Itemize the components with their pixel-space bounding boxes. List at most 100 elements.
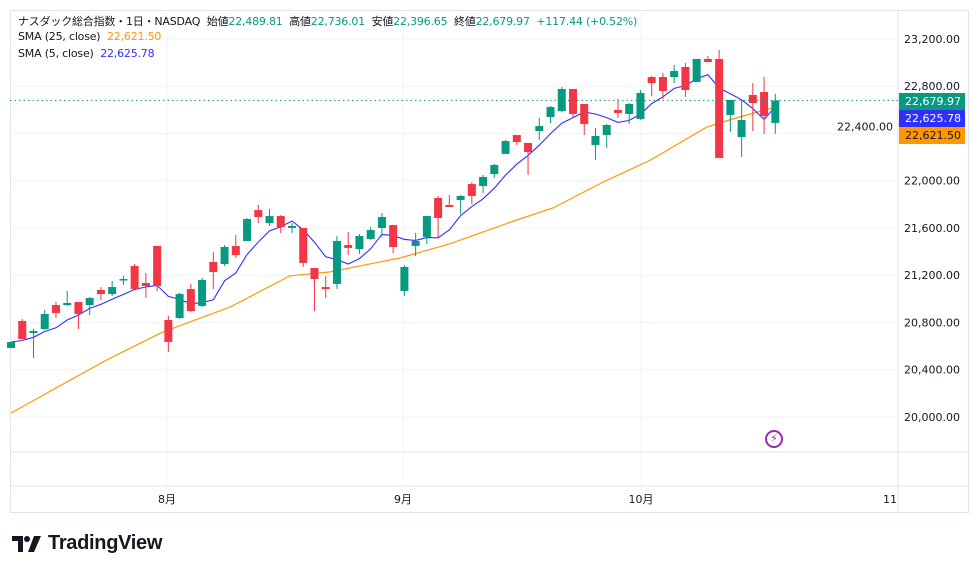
candle-body [108, 287, 117, 295]
candle [243, 218, 252, 241]
sma5-name: SMA (5, close) [18, 47, 94, 60]
candle [96, 287, 105, 301]
candle-body [40, 313, 49, 329]
candle-body [186, 289, 195, 312]
sma25-name: SMA (25, close) [18, 30, 101, 43]
candle [737, 99, 746, 158]
candle-body [636, 92, 645, 119]
candle [580, 103, 589, 136]
candle-body [681, 66, 690, 91]
price-tag-box [899, 127, 965, 144]
candle [141, 272, 150, 299]
candle [546, 105, 555, 123]
candle [63, 290, 72, 306]
price-tag-label: 22,679.97 [905, 95, 961, 108]
candle [108, 281, 117, 297]
candle-body [254, 210, 263, 218]
sma5-legend[interactable]: SMA (5, close) 22,625.78 [18, 47, 155, 60]
candle-body [524, 142, 533, 153]
candle-body [321, 287, 330, 290]
change-value: +117.44 (+0.52%) [536, 15, 638, 28]
candle-body [153, 245, 162, 286]
candle [254, 204, 263, 224]
high-value: 22,736.01 [310, 15, 365, 28]
symbol-header: ナスダック総合指数・1日・NASDAQ 始値22,489.81 高値22,736… [18, 13, 637, 29]
candle-body [535, 126, 544, 132]
candle-body [231, 245, 240, 256]
candle [299, 227, 308, 267]
candle [276, 214, 285, 233]
candle [467, 182, 476, 205]
candle [18, 318, 27, 340]
low-label: 安値 [371, 15, 394, 28]
price-tag-label: 22,625.78 [905, 112, 961, 125]
candle-body [658, 77, 667, 91]
candle-body [164, 320, 173, 342]
candle [209, 251, 218, 290]
open-label: 始値 [206, 15, 229, 28]
candle-body [276, 216, 285, 228]
candle [535, 118, 544, 140]
candle-body [29, 330, 38, 333]
candle [524, 142, 533, 175]
candle [422, 216, 431, 244]
tradingview-logo[interactable]: TradingView [12, 532, 162, 555]
candle [377, 212, 386, 237]
price-tick-label: 22,800.00 [904, 80, 960, 93]
candle [748, 83, 757, 132]
low-value: 22,396.65 [393, 15, 448, 28]
candle-body [715, 58, 724, 158]
candle-body [344, 245, 353, 248]
candle-body [265, 216, 274, 224]
time-tick-label: 8月 [158, 493, 176, 506]
candle [355, 234, 364, 254]
candle [175, 292, 184, 319]
candle-body [198, 279, 207, 306]
candle-body [355, 236, 364, 250]
candle-body [557, 88, 566, 112]
candle-body [209, 262, 218, 273]
candle [647, 75, 656, 97]
candle-body [74, 302, 83, 314]
candle [344, 232, 353, 256]
candle-body [692, 58, 701, 82]
candle [479, 174, 488, 194]
candle [726, 99, 735, 132]
tradingview-wordmark: TradingView [48, 532, 163, 554]
candle-body [288, 225, 296, 228]
candle-body [51, 305, 60, 314]
candle [51, 302, 60, 318]
candle-body [119, 279, 128, 281]
candle-body [366, 229, 375, 239]
candle [29, 328, 38, 358]
candle [40, 309, 49, 331]
price-tag: 22,625.78 [899, 110, 965, 127]
candle [658, 73, 667, 100]
candle [670, 64, 679, 84]
candle-body [220, 247, 229, 265]
price-tick-label: 20,800.00 [904, 316, 960, 329]
candle-body [85, 298, 94, 306]
candle [456, 195, 465, 215]
candle [613, 99, 622, 119]
candle-body [760, 92, 769, 117]
sma25-legend[interactable]: SMA (25, close) 22,621.50 [18, 30, 161, 43]
candle-body [63, 302, 72, 306]
symbol-title[interactable]: ナスダック総合指数・1日・NASDAQ [18, 15, 201, 28]
price-tag: 22,679.97 [899, 93, 965, 110]
sma25-line [10, 106, 776, 414]
candle-body [479, 176, 488, 187]
candle [186, 283, 195, 312]
candle-body [310, 268, 319, 280]
time-tick-label: 10月 [629, 493, 654, 506]
lightning-event-icon[interactable]: ⚡ [765, 430, 783, 448]
candle [445, 195, 454, 207]
candle [715, 49, 724, 158]
candle [130, 264, 139, 290]
price-tag-box [899, 93, 965, 110]
price-tick-label: 21,200.00 [904, 269, 960, 282]
candle-body [737, 120, 746, 138]
candle [119, 275, 128, 286]
candle [569, 88, 577, 119]
